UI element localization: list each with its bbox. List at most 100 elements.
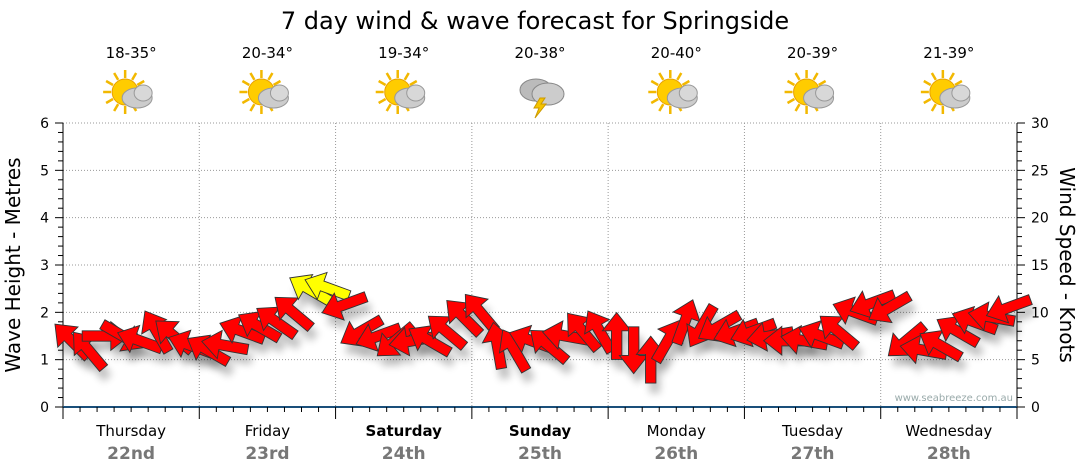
temperature-range: 20-34°: [242, 44, 293, 62]
wind-arrow: [530, 329, 571, 366]
left-tick-label: 5: [40, 163, 49, 179]
sun-ray: [658, 72, 665, 81]
sun-ray: [923, 79, 932, 87]
wind-arrow: [985, 294, 1033, 324]
wind-arrow: [601, 311, 632, 360]
thunderstorm-icon: [519, 78, 565, 119]
wind-arrow: [919, 329, 964, 363]
cloud-shape: [678, 84, 698, 102]
day-column: 20-34° Friday 23rd: [239, 44, 293, 464]
date-label: 26th: [654, 444, 698, 464]
sun-ray: [923, 97, 932, 105]
date-label: 28th: [927, 444, 971, 464]
sun-ray: [249, 72, 256, 81]
wind-arrow: [321, 291, 369, 321]
sun-ray: [241, 79, 250, 87]
sun-ray: [272, 79, 282, 87]
chart-title: 7 day wind & wave forecast for Springsid…: [281, 7, 789, 35]
sun-ray: [131, 72, 138, 81]
sun-ray: [676, 72, 683, 81]
wind-arrow: [408, 325, 453, 358]
day-column: 20-38° Sunday 25th: [509, 44, 572, 464]
wind-arrow: [446, 299, 485, 338]
date-label: 24th: [382, 444, 426, 464]
sun-ray: [812, 72, 819, 81]
right-tick-label: 25: [1031, 163, 1049, 179]
sun-ray: [786, 97, 796, 105]
partly-cloudy-icon: [920, 70, 971, 114]
sun-ray: [113, 72, 120, 81]
day-column: 20-40° Monday 26th: [647, 44, 706, 464]
wind-arrow: [256, 306, 299, 341]
cloud-shape: [531, 82, 565, 106]
partly-cloudy-icon: [103, 70, 153, 114]
lightning-shape: [533, 97, 548, 119]
partly-cloudy-icon: [375, 70, 426, 114]
sun-ray: [105, 97, 114, 105]
right-tick-label: 5: [1031, 353, 1040, 369]
wind-arrow: [936, 315, 981, 349]
sun-ray: [136, 79, 145, 87]
wind-arrow: [618, 326, 649, 375]
date-label: 22nd: [107, 444, 155, 464]
sun-ray: [378, 97, 387, 105]
partly-cloudy-icon: [239, 70, 289, 114]
temperature-range: 20-39°: [787, 44, 838, 62]
wind-arrow: [304, 271, 352, 302]
cloud-shape: [951, 84, 971, 102]
wind-arrow: [238, 310, 283, 344]
wind-arrow: [427, 315, 469, 351]
sun-ray: [681, 79, 690, 87]
date-label: 27th: [791, 444, 835, 464]
wind-arrow: [671, 299, 701, 347]
wind-arrow: [201, 329, 250, 360]
sun-ray: [818, 79, 827, 87]
sun-ray: [650, 97, 659, 105]
watermark: www.seabreeze.com.au: [895, 393, 1013, 404]
day-column: 19-34° Saturday 24th: [366, 44, 443, 464]
right-tick-label: 15: [1031, 258, 1049, 274]
sun-ray: [794, 103, 801, 112]
wind-arrow: [274, 296, 315, 332]
right-tick-label: 0: [1031, 400, 1040, 416]
left-tick-label: 0: [40, 400, 49, 416]
wind-arrow: [819, 315, 861, 351]
sun-ray: [113, 103, 120, 112]
arrow-shadow: [872, 301, 917, 333]
day-label: Friday: [245, 422, 291, 440]
left-axis-label: Wave Height - Metres: [1, 157, 25, 372]
partly-cloudy-icon: [648, 70, 698, 114]
day-label: Thursday: [95, 422, 166, 440]
sun-ray: [241, 97, 250, 105]
sun-ray: [948, 72, 955, 81]
sun-ray: [385, 103, 392, 112]
day-label: Saturday: [366, 422, 443, 440]
day-label: Monday: [647, 422, 706, 440]
temperature-range: 19-34°: [378, 44, 429, 62]
wind-arrow: [355, 322, 403, 352]
day-label: Wednesday: [905, 422, 992, 440]
cloud-shape: [406, 84, 426, 102]
right-tick-label: 30: [1031, 116, 1049, 132]
sun-ray: [794, 72, 801, 81]
left-tick-label: 4: [40, 211, 49, 227]
left-tick-label: 2: [40, 305, 49, 321]
right-tick-label: 10: [1031, 305, 1049, 321]
day-label: Sunday: [509, 422, 572, 440]
day-column: 21-39° Wednesday 28th: [905, 44, 992, 464]
day-column: 20-39° Tuesday 27th: [781, 44, 843, 464]
sun-ray: [105, 79, 114, 87]
right-tick-label: 20: [1031, 211, 1049, 227]
sun-ray: [658, 103, 665, 112]
sun-ray: [930, 103, 937, 112]
partly-cloudy-icon: [784, 70, 835, 114]
sun-ray: [650, 79, 659, 87]
cloud-shape: [815, 84, 835, 102]
wind-arrow: [141, 310, 174, 355]
wind-arrow: [849, 289, 897, 319]
sun-ray: [409, 79, 418, 87]
sun-ray: [385, 72, 392, 81]
temperature-range: 21-39°: [923, 44, 974, 62]
